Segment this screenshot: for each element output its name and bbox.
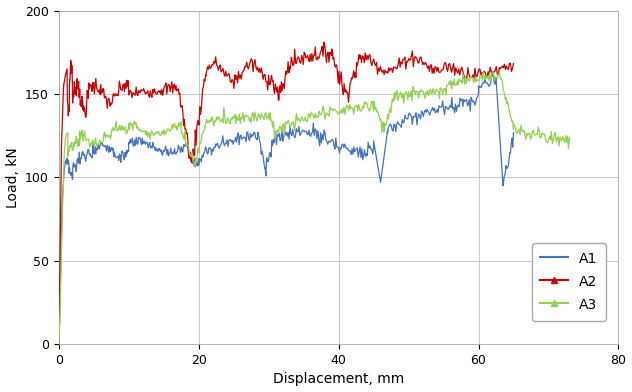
Legend: A1, A2, A3: A1, A2, A3 xyxy=(532,243,606,321)
X-axis label: Displacement, mm: Displacement, mm xyxy=(273,372,404,387)
Y-axis label: Load, kN: Load, kN xyxy=(6,147,20,208)
